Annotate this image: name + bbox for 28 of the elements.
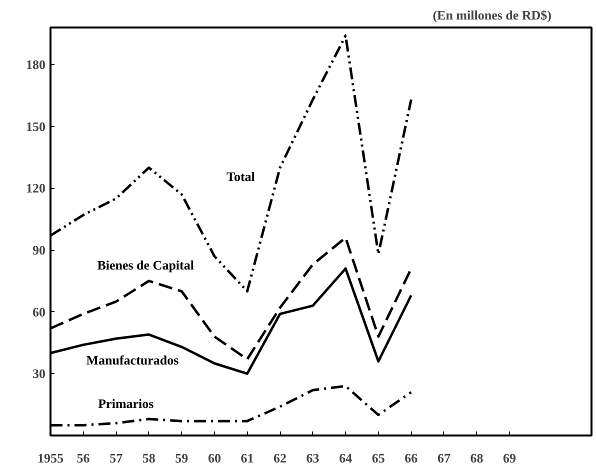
- series-label: Total: [226, 169, 256, 184]
- line-series: [50, 384, 412, 426]
- x-tick-label: 67: [437, 450, 451, 466]
- series-label: Primarios: [98, 396, 154, 411]
- x-tick-label: 62: [274, 450, 287, 466]
- x-tick-label: 59: [175, 450, 189, 466]
- x-tick-label: 60: [208, 450, 221, 466]
- x-tick-label: 69: [503, 450, 517, 466]
- text: (En millones de RD$): [432, 8, 552, 22]
- series-label: Manufacturados: [86, 352, 179, 368]
- x-tick-label: 63: [306, 450, 320, 466]
- line-series: [50, 34, 412, 293]
- x-tick-label: 61: [240, 450, 254, 466]
- x-tick-label: 58: [142, 450, 156, 466]
- y-tick-label: 180: [26, 57, 46, 72]
- series-label: Bienes de Capital: [97, 258, 194, 273]
- x-tick-label: 57: [110, 450, 124, 466]
- x-tick-label: 1955: [38, 450, 64, 466]
- y-tick-label: 90: [32, 242, 46, 258]
- y-tick-label: 120: [26, 180, 46, 196]
- y-tick-label: 150: [26, 118, 46, 134]
- x-tick-label: 66: [404, 450, 418, 466]
- x-tick-label: 56: [76, 450, 90, 466]
- y-tick-label: 30: [32, 366, 46, 382]
- x-tick-label: 65: [372, 450, 386, 466]
- x-tick-label: 64: [339, 450, 353, 466]
- y-tick-label: 60: [32, 304, 46, 320]
- x-tick-label: 68: [470, 450, 484, 466]
